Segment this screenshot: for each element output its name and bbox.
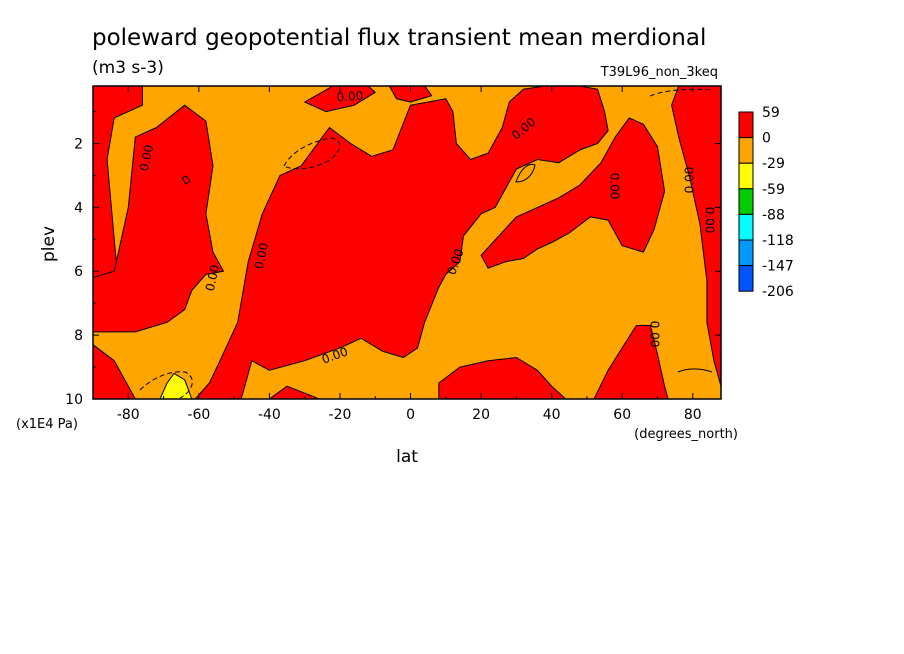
contour-label: 0.00 bbox=[137, 143, 156, 172]
plot-area bbox=[93, 86, 721, 399]
legend-level-label: -59 bbox=[762, 182, 785, 198]
contour-label: 0.00 bbox=[683, 167, 697, 194]
y-tick-label: 10 bbox=[65, 392, 83, 408]
y-tick-label: 2 bbox=[74, 136, 83, 152]
dashed-contour bbox=[283, 137, 341, 170]
x-tick-label: 60 bbox=[613, 407, 631, 423]
zero-contour bbox=[181, 175, 191, 185]
y-tick-label: 4 bbox=[74, 200, 83, 216]
x-tick-label: -80 bbox=[117, 407, 140, 423]
legend-swatch bbox=[738, 188, 754, 215]
y-axis-units: (x1E4 Pa) bbox=[16, 417, 78, 432]
legend-level-label: -118 bbox=[762, 233, 794, 249]
legend-level-label: 0 bbox=[762, 131, 771, 147]
colorbar-legend: 59 0 -29 -59 -88 -118 -147 -206 bbox=[738, 105, 794, 300]
chart-units: (m3 s-3) bbox=[92, 58, 164, 78]
x-axis-label: lat bbox=[396, 447, 418, 467]
contour-label: 0.00 bbox=[608, 173, 622, 200]
x-tick-label: 40 bbox=[543, 407, 561, 423]
contour-region bbox=[159, 372, 193, 399]
contour-region bbox=[93, 104, 224, 333]
contour-region bbox=[480, 117, 666, 269]
contour-label: 0.00 bbox=[252, 241, 271, 270]
legend-level-label: -29 bbox=[762, 156, 785, 172]
contour-region bbox=[671, 86, 721, 387]
x-tick-label: 0 bbox=[406, 407, 415, 423]
x-axis: -80 -60 -40 -20 0 20 40 60 80 bbox=[117, 86, 702, 423]
y-axis: 2 4 6 8 10 bbox=[65, 111, 721, 408]
plot-frame bbox=[92, 85, 722, 400]
contour-region bbox=[438, 357, 567, 399]
y-tick-label: 6 bbox=[74, 264, 83, 280]
x-tick-label: -40 bbox=[258, 407, 281, 423]
legend-swatch bbox=[738, 265, 754, 292]
contour-label: 0.00 bbox=[336, 89, 364, 105]
legend-swatch bbox=[738, 213, 754, 241]
contour-label: 0.00 bbox=[203, 263, 222, 292]
dashed-contour bbox=[649, 88, 713, 97]
contour-region bbox=[593, 325, 669, 399]
legend-swatch bbox=[738, 162, 754, 190]
chart-title: poleward geopotential flux transient mea… bbox=[92, 25, 706, 51]
legend-swatch bbox=[738, 239, 754, 267]
contour-region bbox=[194, 86, 609, 399]
legend-level-label: -206 bbox=[762, 284, 794, 300]
legend-level-label: -88 bbox=[762, 207, 785, 223]
run-label: T39L96_non_3keq bbox=[600, 65, 718, 80]
legend-swatch bbox=[738, 111, 754, 139]
contour-region bbox=[93, 344, 136, 399]
x-tick-label: -20 bbox=[329, 407, 352, 423]
x-tick-label: -60 bbox=[187, 407, 210, 423]
legend-level-label: 59 bbox=[762, 105, 780, 121]
contour-label: 0.00 bbox=[648, 321, 662, 348]
contour-region bbox=[304, 86, 376, 113]
legend-swatch bbox=[738, 137, 754, 164]
y-axis-label: plev bbox=[39, 226, 59, 262]
negative-contours bbox=[139, 88, 713, 399]
legend-level-label: -147 bbox=[762, 259, 794, 275]
zero-contours bbox=[181, 163, 713, 373]
y-tick-label: 8 bbox=[74, 328, 83, 344]
contour-region bbox=[268, 385, 320, 399]
dashed-contour bbox=[139, 371, 193, 399]
filled-contours bbox=[93, 86, 721, 399]
contour-region bbox=[388, 86, 433, 103]
x-tick-label: 80 bbox=[684, 407, 702, 423]
x-axis-units: (degrees_north) bbox=[634, 427, 738, 442]
zero-contour bbox=[677, 368, 713, 373]
contour-label: 0.00 bbox=[703, 207, 717, 234]
x-tick-label: 20 bbox=[472, 407, 490, 423]
zero-contour bbox=[515, 163, 536, 183]
